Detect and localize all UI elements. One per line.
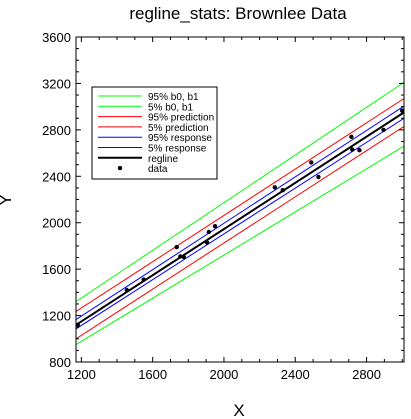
- x-axis-label: X: [233, 401, 244, 419]
- data-point: [381, 127, 386, 133]
- legend-swatch: [117, 165, 123, 171]
- data-point: [206, 229, 211, 235]
- series-layer: [76, 81, 404, 346]
- x-tick-label: 2800: [352, 367, 381, 382]
- data-point: [349, 134, 354, 139]
- data-point: [400, 108, 405, 113]
- series-line-5: [76, 117, 404, 330]
- data-point: [212, 224, 218, 229]
- data-point: [309, 160, 314, 165]
- data-point: [357, 148, 362, 153]
- legend-label: 5% b0, b1: [148, 102, 193, 113]
- data-point: [350, 147, 355, 152]
- series-line-2: [76, 98, 404, 312]
- data-point: [272, 185, 277, 190]
- series-line-0: [76, 81, 404, 303]
- legend-label: regline: [148, 154, 178, 165]
- y-tick-label: 3600: [42, 30, 71, 45]
- y-tick-label: 3200: [42, 76, 71, 91]
- data-point: [178, 254, 183, 259]
- data-point: [280, 188, 285, 193]
- legend-box: [91, 86, 218, 180]
- chart-title: regline_stats: Brownlee Data: [129, 4, 347, 23]
- y-tick-label: 800: [49, 355, 71, 370]
- legend-label: 95% prediction: [148, 113, 214, 124]
- legend-label: 95% response: [148, 133, 212, 144]
- series-line-4: [76, 105, 404, 321]
- legend-label: 95% b0, b1: [148, 92, 199, 103]
- legend-label: 5% prediction: [148, 123, 209, 134]
- x-tick-label: 1600: [138, 367, 167, 382]
- data-point: [141, 277, 146, 282]
- points-layer: [75, 108, 405, 328]
- x-tick-label: 2000: [209, 367, 238, 382]
- data-point: [124, 287, 129, 293]
- series-line-1: [76, 145, 404, 346]
- axes-layer: 1200 1600 2000 2400 280080012001600200024002…: [42, 30, 405, 382]
- data-point: [75, 322, 81, 328]
- legend-label: 5% response: [148, 144, 207, 155]
- series-line-3: [76, 125, 404, 340]
- x-tick-label: 1200: [67, 367, 96, 382]
- x-tick-label: 2400: [281, 367, 310, 382]
- series-line-6: [76, 111, 404, 326]
- y-tick-label: 2800: [42, 123, 71, 138]
- legend-label: data: [148, 164, 168, 175]
- data-point: [204, 240, 210, 245]
- data-point: [181, 254, 186, 260]
- y-tick-label: 1200: [42, 309, 71, 324]
- y-tick-label: 1600: [42, 262, 71, 277]
- data-point: [316, 174, 321, 180]
- y-axis-label: Y: [0, 194, 15, 205]
- plot-frame: [75, 36, 405, 363]
- y-tick-label: 2000: [42, 216, 71, 231]
- data-point: [174, 244, 179, 250]
- y-tick-label: 2400: [42, 169, 71, 184]
